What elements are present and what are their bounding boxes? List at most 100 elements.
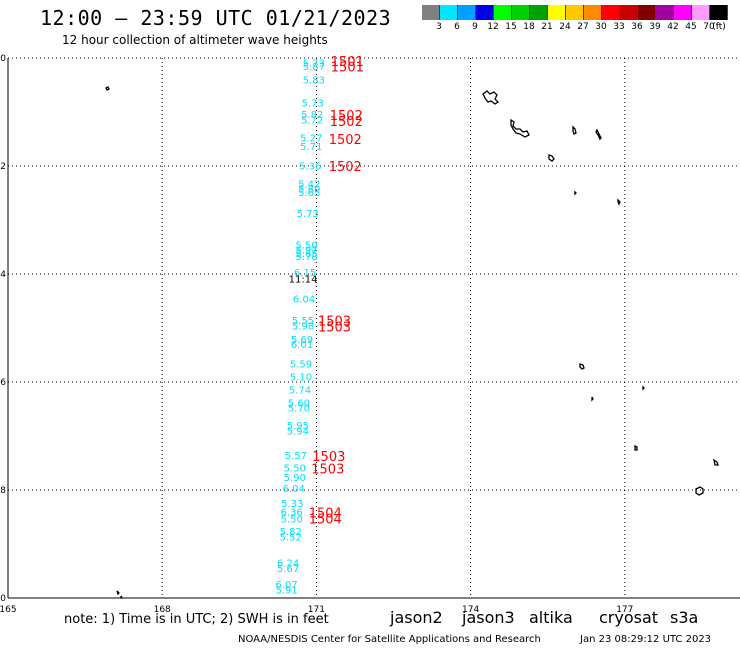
legend-swatch — [512, 5, 530, 20]
swh-value: 5.82 — [280, 527, 302, 538]
axis-tick-labels: 0 -2 -4 -6 -8 -10165 168 171 174 177 — [0, 54, 633, 615]
swh-value: 5.91 — [275, 585, 297, 596]
legend-swatch — [422, 5, 440, 20]
swh-value: 5.73 — [302, 98, 324, 109]
swh-value: 5.95 — [287, 421, 309, 432]
legend-swatch — [566, 5, 584, 20]
island-outline — [634, 444, 638, 451]
swh-value: 5.74 — [289, 386, 311, 397]
satellite-s3a: s3a — [670, 608, 699, 627]
legend-swatch — [674, 5, 692, 20]
credit-line: NOAA/NESDIS Center for Satellite Applica… — [238, 634, 541, 645]
legend-swatch — [530, 5, 548, 20]
time-value-black: 11:14 — [289, 274, 318, 285]
swh-value: 5.94 — [287, 427, 309, 438]
swh-value: 5.27 — [300, 133, 322, 144]
legend-label: 42 — [667, 22, 679, 32]
swh-value: 5.83 — [303, 76, 325, 87]
swh-value: 5.69 — [291, 335, 313, 346]
swh-value: 5.82 — [301, 110, 323, 121]
time-value: 1502 — [330, 109, 363, 124]
time-value: 1504 — [309, 507, 342, 522]
lon-tick-label: 168 — [154, 605, 171, 615]
island-outline — [595, 128, 602, 141]
island-outline — [116, 590, 120, 596]
legend-label: 6 — [454, 22, 460, 32]
lat-tick-label: 0 — [0, 54, 6, 64]
satellite-cryosat: cryosat — [599, 608, 659, 627]
satellite-jason2: jason2 — [390, 608, 443, 627]
legend-swatch — [692, 5, 710, 20]
lat-tick-label: -6 — [0, 378, 6, 388]
time-value: 1502 — [330, 115, 363, 130]
legend-label: 33 — [613, 22, 625, 32]
legend-swatch — [584, 5, 602, 20]
swh-value: 5.72 — [301, 116, 323, 127]
legend-label: 15 — [505, 22, 517, 32]
legend-label: 21 — [541, 22, 553, 32]
swh-value: 5.50 — [281, 515, 303, 526]
swh-value: 6.24 — [277, 558, 299, 569]
island-outline — [579, 363, 585, 370]
legend-label: 18 — [523, 22, 535, 32]
swh-value: 6.04 — [293, 294, 315, 305]
legend-swatch — [620, 5, 638, 20]
chart-subtitle: 12 hour collection of altimeter wave hei… — [62, 33, 328, 47]
swh-value: 6.36 — [281, 508, 303, 519]
swh-value: 5.60 — [288, 399, 310, 410]
swh-values: 5.735.875.835.735.825.725.275.715.365.42… — [275, 58, 325, 596]
legend-swatch — [476, 5, 494, 20]
island-outline — [482, 90, 500, 105]
legend-label: 3 — [436, 22, 442, 32]
swh-value: 5.87 — [303, 62, 325, 73]
swh-value: 5.59 — [290, 360, 312, 371]
swh-value: 5.73 — [303, 58, 325, 69]
swh-value: 5.55 — [292, 316, 314, 327]
swh-value: 5.90 — [284, 473, 306, 484]
island-outline — [642, 385, 645, 391]
swh-value: 5.67 — [277, 564, 299, 575]
swh-value: 5.97 — [296, 246, 318, 257]
legend-swatch — [710, 5, 728, 20]
satellite-jason3: jason3 — [462, 608, 515, 627]
lat-tick-label: -2 — [0, 162, 6, 172]
swh-value: 5.52 — [280, 532, 302, 543]
swh-value: 5.73 — [297, 209, 319, 220]
chart-title: 12:00 – 23:59 UTC 01/21/2023 — [40, 6, 392, 30]
legend-label: 70 — [703, 22, 715, 32]
time-value: 1503 — [311, 462, 344, 477]
island-outline — [105, 86, 110, 91]
legend-label: 12 — [487, 22, 499, 32]
lon-tick-label: 174 — [462, 605, 479, 615]
time-value: 1502 — [329, 160, 362, 175]
swh-value: 5.10 — [290, 373, 312, 384]
swh-value: 5.65 — [296, 249, 318, 260]
time-value: 1503 — [312, 450, 345, 465]
lon-tick-label: 165 — [0, 605, 17, 615]
legend-label: 24 — [559, 22, 571, 32]
island-outlines — [105, 86, 719, 599]
island-outline — [591, 396, 594, 402]
time-value: 1503 — [318, 320, 351, 335]
legend-label: 36 — [631, 22, 643, 32]
island-outline — [548, 154, 555, 162]
lat-tick-label: -8 — [0, 486, 6, 496]
swh-value: 6.15 — [294, 268, 316, 279]
swh-value: 5.71 — [300, 142, 322, 153]
satellite-altika: altika — [529, 608, 573, 627]
legend-label: 9 — [472, 22, 478, 32]
legend-swatch — [548, 5, 566, 20]
swh-value: 6.01 — [291, 340, 313, 351]
swh-value: 5.33 — [281, 499, 303, 510]
lat-tick-label: -10 — [0, 594, 6, 604]
legend-swatch — [638, 5, 656, 20]
time-value: 1501 — [331, 61, 364, 76]
time-values: 1501150115021502150215021503150315031503… — [289, 55, 364, 527]
swh-value: 5.78 — [296, 252, 318, 263]
legend-label: 27 — [577, 22, 589, 32]
legend-label: 45 — [685, 22, 697, 32]
lon-tick-label: 177 — [616, 605, 633, 615]
swh-value: 5.98 — [292, 321, 314, 332]
legend-swatch — [440, 5, 458, 20]
